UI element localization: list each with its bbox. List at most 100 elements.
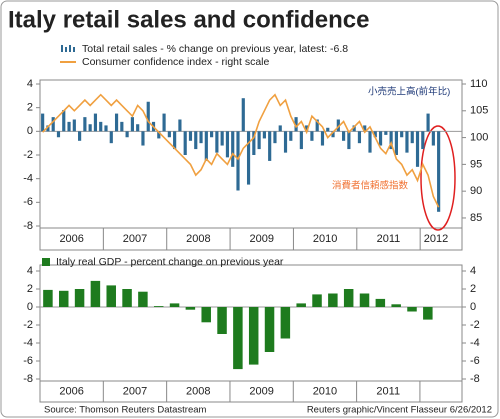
bar <box>423 307 433 320</box>
bar <box>280 307 291 339</box>
bar <box>415 131 420 167</box>
x-tick-label: 2011 <box>377 233 401 245</box>
x-tick-label: 2009 <box>250 233 274 245</box>
bar <box>146 101 150 132</box>
bar <box>352 125 356 132</box>
y2-tick-label: 105 <box>470 105 488 117</box>
bar <box>183 131 187 155</box>
bar <box>400 131 404 138</box>
x-tick-label: 2007 <box>123 233 147 245</box>
bar <box>104 125 108 132</box>
y2-tick-label: 4 <box>470 265 476 277</box>
y-tick-label: -8 <box>23 373 33 385</box>
legend-swatch <box>65 47 67 52</box>
bar <box>394 131 398 155</box>
bar <box>246 131 251 185</box>
y-tick-label: 0 <box>27 125 33 137</box>
bar <box>410 131 414 144</box>
bar <box>407 307 417 312</box>
y2-tick-label: 2 <box>470 283 476 295</box>
bar <box>368 131 372 153</box>
y-tick-label: 4 <box>27 78 33 90</box>
bar <box>233 307 243 370</box>
bar <box>72 119 76 132</box>
bar <box>106 285 116 307</box>
bar <box>305 125 309 132</box>
bar <box>56 131 61 138</box>
legend-label: Italy real GDP - percent change on previ… <box>56 256 284 268</box>
bar <box>41 113 45 132</box>
bar <box>83 117 87 132</box>
bar <box>231 131 235 167</box>
plot-frame <box>39 79 463 251</box>
bar <box>78 131 82 141</box>
bar <box>43 289 53 307</box>
bar <box>289 131 293 141</box>
bar <box>421 131 425 150</box>
y2-tick-label: 100 <box>470 131 488 143</box>
bar <box>130 117 134 132</box>
x-tick-label: 2006 <box>59 233 83 245</box>
bar <box>336 119 340 132</box>
bar <box>347 131 351 150</box>
bar <box>185 307 196 310</box>
y2-tick-label: 85 <box>470 212 482 224</box>
bar <box>378 131 383 146</box>
bar <box>46 125 50 132</box>
bar <box>120 121 124 132</box>
bar <box>114 113 119 132</box>
bar <box>199 131 203 144</box>
highlight-ellipse <box>420 125 456 231</box>
bar <box>312 294 322 307</box>
bar <box>363 125 367 132</box>
x-tick-label: 2009 <box>249 385 273 397</box>
x-tick-label: 2008 <box>186 233 210 245</box>
x-tick-label: 2007 <box>123 385 147 397</box>
line <box>42 93 440 208</box>
y2-tick-label: 0 <box>470 301 476 313</box>
annotation: 小売売上高(前年比) <box>368 86 450 98</box>
legend-swatch <box>61 45 63 52</box>
bar <box>236 131 240 191</box>
y2-tick-label: 110 <box>470 78 488 90</box>
bar <box>220 131 224 146</box>
legend-label: Total retail sales - % change on previou… <box>82 43 348 55</box>
bar <box>357 131 362 144</box>
bar <box>141 131 145 146</box>
bar <box>326 127 330 132</box>
bar <box>157 131 161 139</box>
y-tick-label: -8 <box>23 220 33 232</box>
bar <box>320 131 325 146</box>
bar <box>299 131 303 150</box>
y2-tick-label: 90 <box>470 185 482 197</box>
bar <box>169 303 180 307</box>
bar <box>248 307 259 365</box>
y-tick-label: -6 <box>23 355 33 367</box>
legend-swatch <box>73 47 75 52</box>
x-tick-label: 2010 <box>313 385 337 397</box>
y2-tick-label: 95 <box>470 158 482 170</box>
bar <box>217 307 227 334</box>
bar <box>437 131 441 212</box>
bar <box>188 131 193 141</box>
bar <box>389 131 393 150</box>
y-tick-label: 4 <box>27 265 33 277</box>
bar <box>90 280 101 307</box>
bar <box>375 298 386 307</box>
legend-swatch <box>42 258 50 266</box>
y-tick-label: -6 <box>23 196 33 208</box>
bar <box>204 131 208 161</box>
annotation: 消費者信頼感指数 <box>332 180 409 192</box>
bar <box>343 289 354 307</box>
y-tick-label: 0 <box>27 301 33 313</box>
bar <box>51 117 55 132</box>
legend-label: Consumer confidence index - right scale <box>82 56 270 68</box>
bar <box>93 113 98 132</box>
bar <box>215 131 219 153</box>
bar <box>294 117 298 132</box>
bar <box>296 303 306 307</box>
x-tick-label: 2010 <box>313 233 337 245</box>
bar <box>331 131 335 138</box>
